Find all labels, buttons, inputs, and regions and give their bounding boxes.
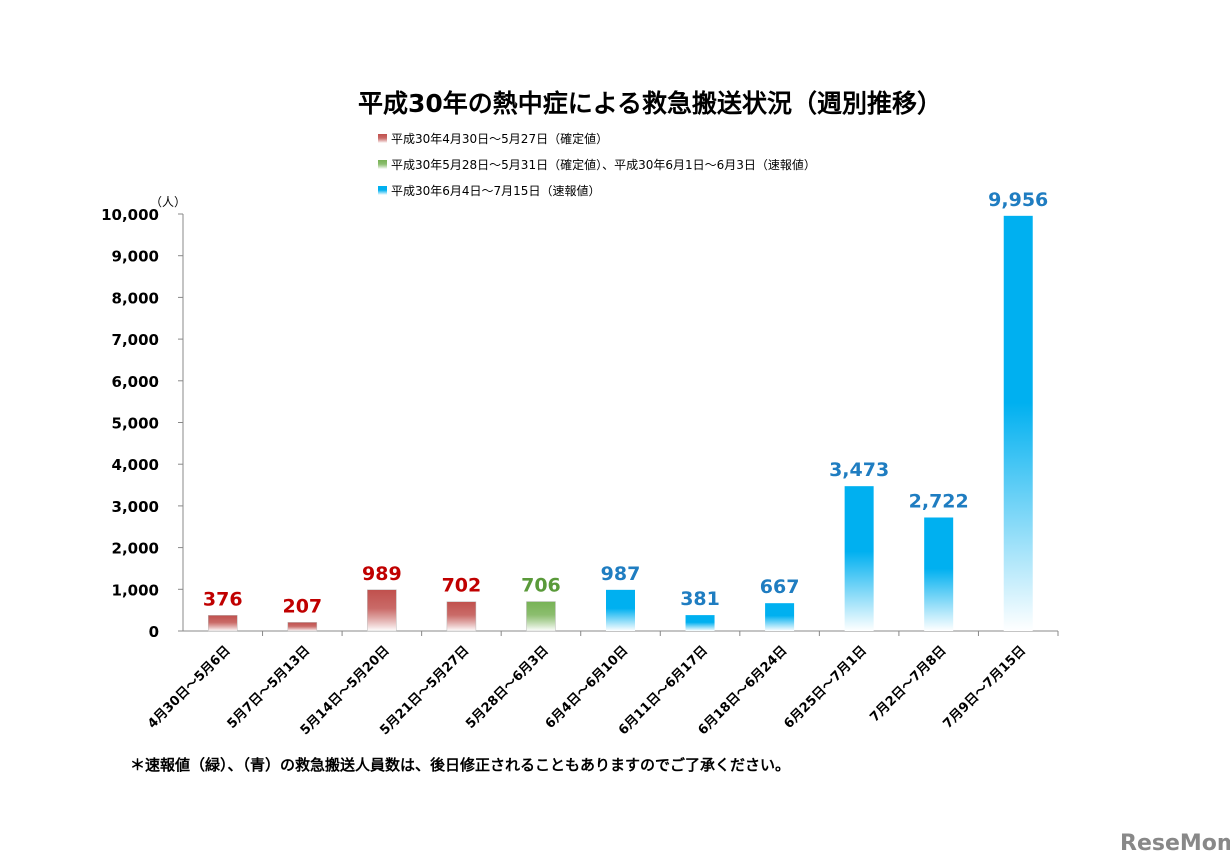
y-tick-label: 4,000 bbox=[112, 456, 159, 474]
x-tick-label: 4月30日～5月6日 bbox=[145, 643, 234, 732]
x-tick-label: 7月9日～7月15日 bbox=[941, 643, 1030, 732]
y-tick-label: 6,000 bbox=[112, 373, 159, 391]
legend-swatch bbox=[378, 160, 387, 169]
x-tick-label: 6月4日～6月10日 bbox=[543, 643, 632, 732]
data-label: 9,956 bbox=[988, 189, 1048, 211]
bar bbox=[367, 589, 397, 632]
bar bbox=[287, 622, 318, 632]
x-tick-label: 5月21日～5月27日 bbox=[377, 643, 472, 738]
x-tick-label: 6月11日～6月17日 bbox=[616, 643, 711, 738]
y-tick-label: 9,000 bbox=[112, 248, 159, 266]
y-tick-label: 8,000 bbox=[112, 289, 159, 307]
data-label: 3,473 bbox=[829, 459, 889, 481]
bar bbox=[924, 517, 954, 631]
y-tick-label: 7,000 bbox=[112, 331, 159, 349]
x-tick-label: 5月28日～6月3日 bbox=[463, 643, 552, 732]
legend-label: 平成30年6月4日～7月15日（速報値） bbox=[391, 183, 600, 198]
y-tick-label: 2,000 bbox=[112, 540, 159, 558]
bar bbox=[1003, 215, 1033, 632]
data-label: 706 bbox=[521, 575, 561, 597]
legend-label: 平成30年4月30日～5月27日（確定値） bbox=[391, 131, 608, 146]
y-tick-label: 0 bbox=[149, 623, 159, 641]
y-tick-label: 10,000 bbox=[101, 206, 159, 224]
y-axis-unit: （人） bbox=[150, 195, 186, 209]
data-label: 987 bbox=[601, 563, 641, 585]
bar bbox=[685, 615, 715, 631]
legend-swatch bbox=[378, 134, 387, 143]
y-tick-label: 3,000 bbox=[112, 498, 159, 516]
data-label: 381 bbox=[680, 588, 720, 610]
bar bbox=[844, 486, 874, 631]
x-tick-label: 5月7日～5月13日 bbox=[225, 643, 314, 732]
data-label: 2,722 bbox=[909, 490, 969, 512]
footnote: ＊速報値（緑）、（青）の救急搬送人員数は、後日修正されることもありますのでご了承… bbox=[130, 756, 790, 774]
chart-title: 平成30年の熱中症による救急搬送状況（週別推移） bbox=[358, 89, 942, 118]
data-label: 667 bbox=[760, 576, 800, 598]
legend-swatch bbox=[378, 186, 387, 195]
data-label: 376 bbox=[203, 588, 243, 610]
y-tick-label: 5,000 bbox=[112, 415, 159, 433]
data-label: 989 bbox=[362, 563, 402, 585]
x-tick-label: 7月2日～7月8日 bbox=[867, 643, 949, 725]
data-label: 207 bbox=[282, 595, 322, 617]
bar bbox=[606, 589, 635, 631]
bar bbox=[526, 601, 556, 632]
legend-label: 平成30年5月28日～5月31日（確定値）、平成30年6月1日～6月3日（速報値… bbox=[391, 157, 816, 172]
bar bbox=[765, 603, 795, 631]
y-tick-label: 1,000 bbox=[112, 581, 159, 599]
x-tick-label: 6月25日～7月1日 bbox=[781, 643, 870, 732]
bar bbox=[446, 601, 477, 632]
data-label: 702 bbox=[442, 575, 482, 597]
x-tick-label: 5月14日～5月20日 bbox=[298, 643, 393, 738]
x-tick-label: 6月18日～6月24日 bbox=[695, 643, 790, 738]
watermark-logo: ReseMom bbox=[1120, 831, 1230, 856]
bar bbox=[208, 615, 238, 632]
